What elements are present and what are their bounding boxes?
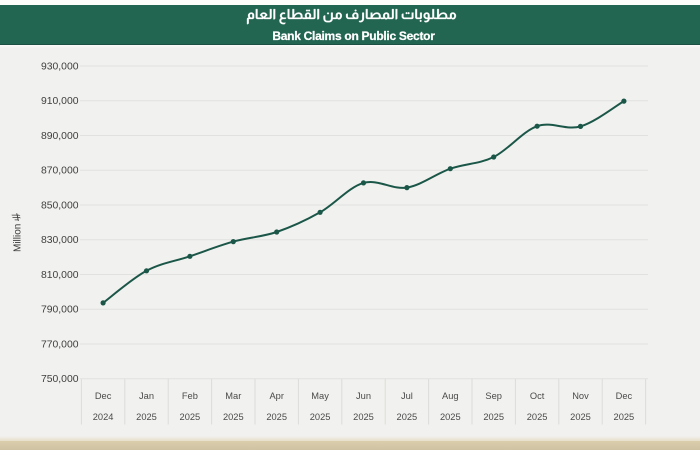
- svg-text:Mar: Mar: [225, 391, 241, 401]
- svg-text:Oct: Oct: [530, 391, 545, 401]
- svg-text:930,000: 930,000: [41, 61, 79, 72]
- svg-text:750,000: 750,000: [41, 374, 79, 385]
- svg-text:May: May: [311, 391, 329, 401]
- svg-text:2025: 2025: [310, 412, 331, 422]
- svg-text:2025: 2025: [570, 412, 591, 422]
- svg-text:2025: 2025: [440, 412, 461, 422]
- svg-text:Apr: Apr: [269, 391, 283, 401]
- svg-text:870,000: 870,000: [41, 166, 79, 177]
- svg-text:2025: 2025: [483, 412, 504, 422]
- svg-text:2024: 2024: [93, 412, 114, 422]
- svg-text:2025: 2025: [527, 412, 548, 422]
- svg-text:Aug: Aug: [442, 391, 459, 401]
- svg-text:2025: 2025: [266, 412, 287, 422]
- svg-text:Feb: Feb: [182, 391, 198, 401]
- svg-text:2025: 2025: [180, 412, 201, 422]
- svg-text:890,000: 890,000: [41, 131, 79, 142]
- svg-text:850,000: 850,000: [41, 200, 79, 211]
- svg-text:910,000: 910,000: [41, 96, 79, 107]
- svg-text:830,000: 830,000: [41, 235, 79, 246]
- svg-text:Nov: Nov: [572, 391, 589, 401]
- svg-text:810,000: 810,000: [41, 270, 79, 281]
- svg-text:Jun: Jun: [356, 391, 371, 401]
- svg-text:Million: Million: [13, 224, 24, 252]
- svg-text:2025: 2025: [614, 412, 635, 422]
- svg-text:790,000: 790,000: [41, 305, 79, 316]
- svg-text:770,000: 770,000: [41, 339, 79, 350]
- svg-text:Dec: Dec: [616, 391, 633, 401]
- svg-text:2025: 2025: [223, 412, 244, 422]
- svg-text:Dec: Dec: [95, 391, 112, 401]
- svg-text:Jul: Jul: [401, 391, 413, 401]
- svg-text:2025: 2025: [397, 412, 418, 422]
- svg-text:Sep: Sep: [485, 391, 502, 401]
- svg-text:2025: 2025: [353, 412, 374, 422]
- svg-text:2025: 2025: [136, 412, 157, 422]
- svg-text:Jan: Jan: [139, 391, 154, 401]
